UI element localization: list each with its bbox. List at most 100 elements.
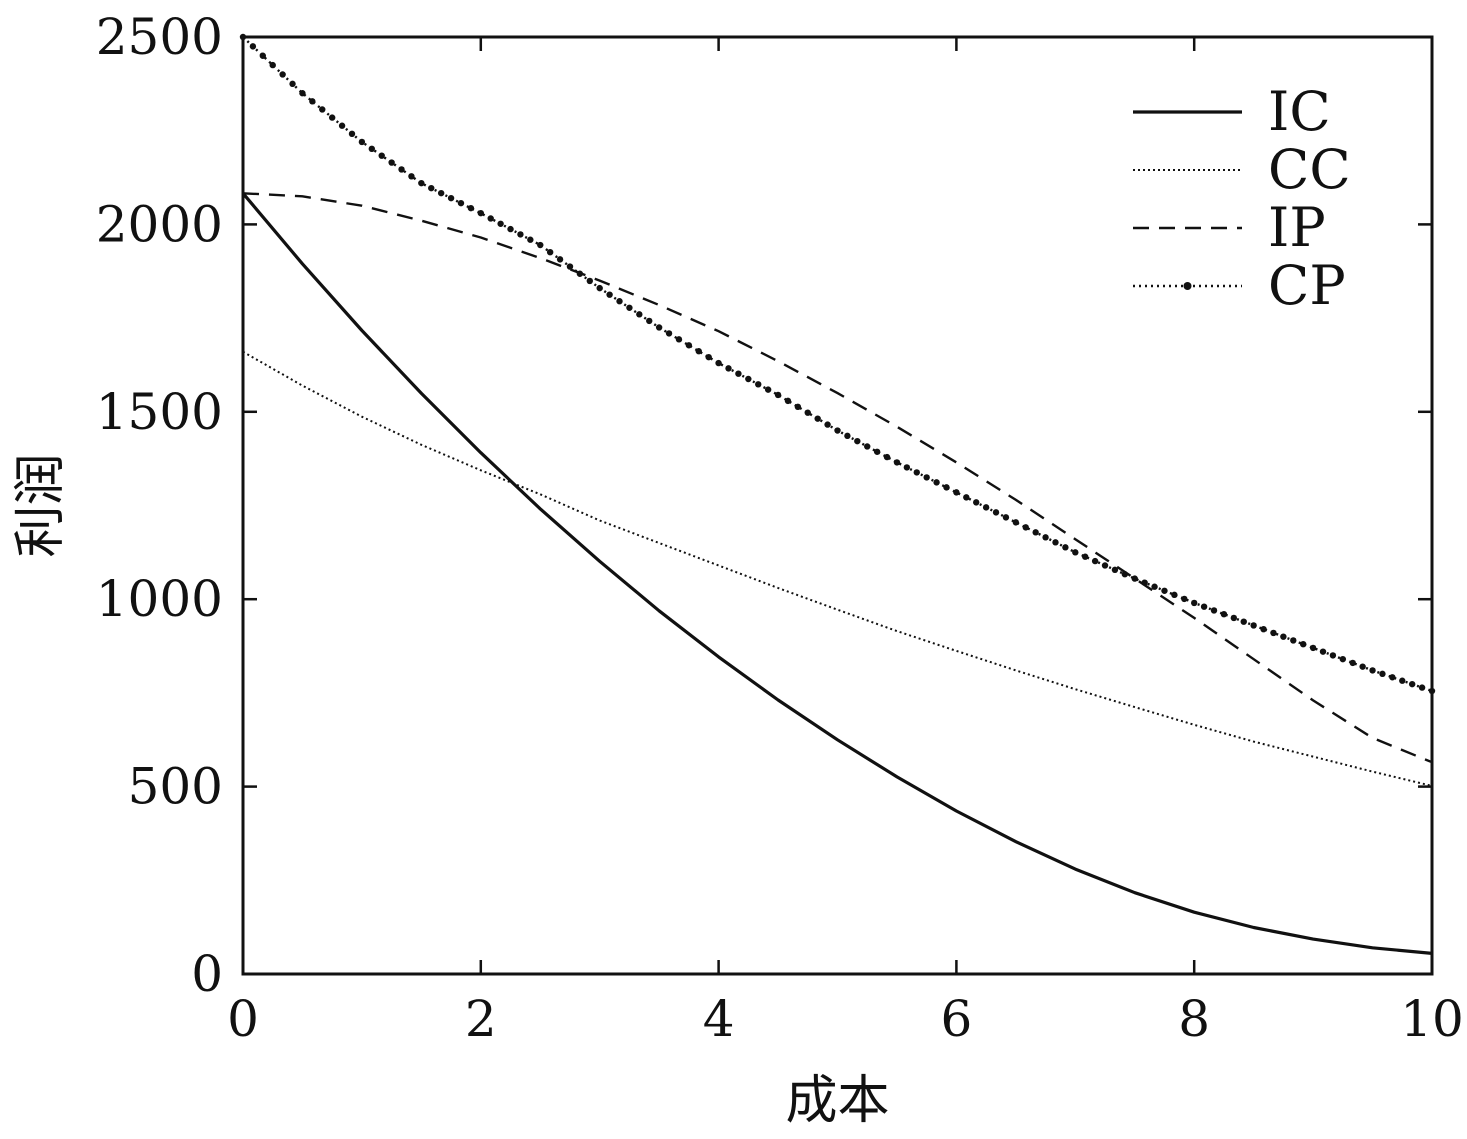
series-point-cp xyxy=(1052,539,1059,546)
y-tick-label: 2000 xyxy=(96,195,223,253)
series-point-cp xyxy=(864,443,871,450)
series-point-cp xyxy=(467,204,475,212)
series-point-cp xyxy=(1280,633,1287,640)
x-tick-label: 2 xyxy=(465,990,497,1048)
series-point-cp xyxy=(1329,652,1337,659)
series-point-cp xyxy=(923,474,930,481)
series-point-cp xyxy=(299,90,306,97)
series-point-cp xyxy=(378,152,385,159)
series-point-cp xyxy=(348,130,356,138)
series-point-cp xyxy=(735,370,742,377)
series-point-cp xyxy=(973,499,980,506)
series-point-cp xyxy=(1240,618,1247,625)
series-point-cp xyxy=(537,241,544,249)
series-point-cp xyxy=(319,106,326,113)
y-tick-label: 1000 xyxy=(96,570,223,628)
series-point-cp xyxy=(1359,663,1366,670)
series-point-cp xyxy=(626,304,633,311)
series-point-cp xyxy=(249,43,257,50)
series-point-cp xyxy=(269,61,276,69)
series-point-cp xyxy=(428,184,435,192)
series-point-cp xyxy=(616,298,623,305)
series-point-cp xyxy=(606,291,613,298)
y-tick-label: 1500 xyxy=(96,383,223,441)
series-point-cp xyxy=(943,484,950,491)
series-point-cp xyxy=(309,98,316,105)
y-tick-label: 0 xyxy=(191,945,223,1003)
series-point-cp xyxy=(794,403,802,411)
series-point-cp xyxy=(982,504,990,511)
series-point-cp xyxy=(1002,514,1010,521)
series-point-cp xyxy=(328,114,336,121)
series-point-cp xyxy=(685,342,693,349)
series-point-cp xyxy=(1349,659,1356,667)
series-point-cp xyxy=(893,459,901,466)
series-point-cp xyxy=(507,225,514,233)
series-point-cp xyxy=(1121,571,1129,578)
series-point-cp xyxy=(259,52,267,59)
series-point-cp xyxy=(418,179,425,187)
series-line-ip xyxy=(242,192,1433,764)
series-point-cp xyxy=(953,489,960,496)
series-point-cp xyxy=(705,353,712,361)
series-point-cp xyxy=(824,421,831,428)
series-point-cp xyxy=(1339,655,1347,663)
series-point-cp xyxy=(586,277,593,285)
series-point-cp xyxy=(1062,544,1069,551)
series-point-cp xyxy=(873,448,881,455)
series-point-cp xyxy=(1408,680,1416,688)
series-point-cp xyxy=(1191,599,1198,607)
series-point-cp xyxy=(338,122,346,129)
series-point-cp xyxy=(358,138,366,146)
series-point-cp xyxy=(1171,591,1178,599)
x-axis-title: 成本 xyxy=(785,1071,889,1131)
series-point-cp xyxy=(279,71,286,78)
series-point-cp xyxy=(527,236,534,243)
y-tick-label: 2500 xyxy=(96,8,223,66)
series-point-cp xyxy=(497,220,504,227)
series-line-cp xyxy=(242,36,1433,693)
series-point-cp xyxy=(755,381,762,388)
series-point-cp xyxy=(457,199,465,207)
series-point-cp xyxy=(1181,595,1188,603)
series-point-cp xyxy=(992,509,1000,516)
series-point-cp xyxy=(447,194,455,202)
series-point-cp xyxy=(1072,549,1079,556)
series-point-cp xyxy=(1151,583,1158,590)
series-point-cp xyxy=(398,166,405,173)
plot-frame xyxy=(241,35,1434,976)
series-point-cp xyxy=(963,494,970,501)
series-point-cp xyxy=(576,270,584,277)
series-point-cp xyxy=(477,209,484,217)
series-point-cp xyxy=(1418,684,1426,691)
x-tick-label: 4 xyxy=(703,990,735,1048)
series-point-cp xyxy=(1161,587,1168,594)
series-point-cp xyxy=(804,409,811,416)
series-point-cp xyxy=(1299,640,1307,648)
series-point-cp xyxy=(487,215,494,222)
x-tick-label: 0 xyxy=(227,990,259,1048)
legend-label-ip: IP xyxy=(1268,196,1326,259)
series-point-cp xyxy=(1369,667,1376,674)
series-point-cp xyxy=(1022,524,1029,531)
series-point-cp xyxy=(774,391,782,399)
series-point-cp xyxy=(1309,644,1317,652)
series-point-cp xyxy=(289,80,296,88)
series-point-cp xyxy=(1399,677,1406,684)
legend-label-cp: CP xyxy=(1268,254,1346,317)
tick-layer: 0 2 4 6 8 10 0 500 1000 1500 2000 2500 xyxy=(96,8,1464,1048)
series-point-cp xyxy=(814,415,821,422)
series-point-cp xyxy=(408,173,415,180)
series-point-cp xyxy=(675,336,683,343)
series-point-cp xyxy=(1220,610,1228,618)
y-axis-title: 利润 xyxy=(11,453,71,557)
series-point-cp xyxy=(665,330,673,337)
series-point-cp xyxy=(903,464,911,471)
series-point-cp xyxy=(546,248,554,256)
series-point-cp xyxy=(1260,625,1267,633)
series-point-cp xyxy=(596,284,603,292)
series-point-cp xyxy=(566,263,574,270)
